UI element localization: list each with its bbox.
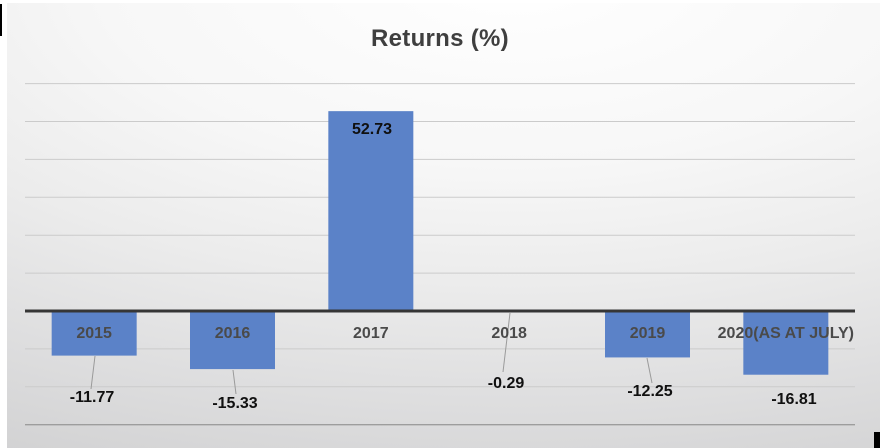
bar-2019: [605, 311, 690, 358]
x-axis-line: [25, 309, 855, 313]
leader-line-2018: [502, 312, 511, 373]
value-label-2015: -11.77: [70, 389, 115, 406]
bar-2020(AS AT JULY): [743, 311, 829, 375]
bar-2017: [328, 111, 414, 312]
category-label-2020(AS AT JULY): 2020(AS AT JULY): [718, 325, 854, 342]
bar-2016: [190, 311, 275, 370]
category-label-2016: 2016: [215, 325, 251, 342]
value-label-2020(AS AT JULY): -16.81: [771, 391, 816, 408]
value-label-2016: -15.33: [212, 395, 257, 412]
value-label-2018: -0.29: [488, 375, 525, 392]
category-label-2018: 2018: [491, 325, 527, 342]
leader-line-2016: [232, 369, 237, 395]
value-label-2017: 52.73: [352, 121, 392, 138]
chart-plot-background: [7, 3, 880, 448]
value-label-2019: -12.25: [627, 383, 672, 400]
category-label-2017: 2017: [353, 325, 389, 342]
leader-line-2015: [90, 355, 96, 390]
bar-2015: [51, 311, 137, 356]
chart-title: Returns (%): [371, 25, 509, 52]
category-label-2015: 2015: [76, 325, 112, 342]
leader-line-2019: [646, 357, 653, 384]
window-edge-fragment-bottom-right: [874, 432, 880, 448]
window-edge-fragment-top-left: [0, 4, 2, 36]
category-label-2019: 2019: [630, 325, 666, 342]
